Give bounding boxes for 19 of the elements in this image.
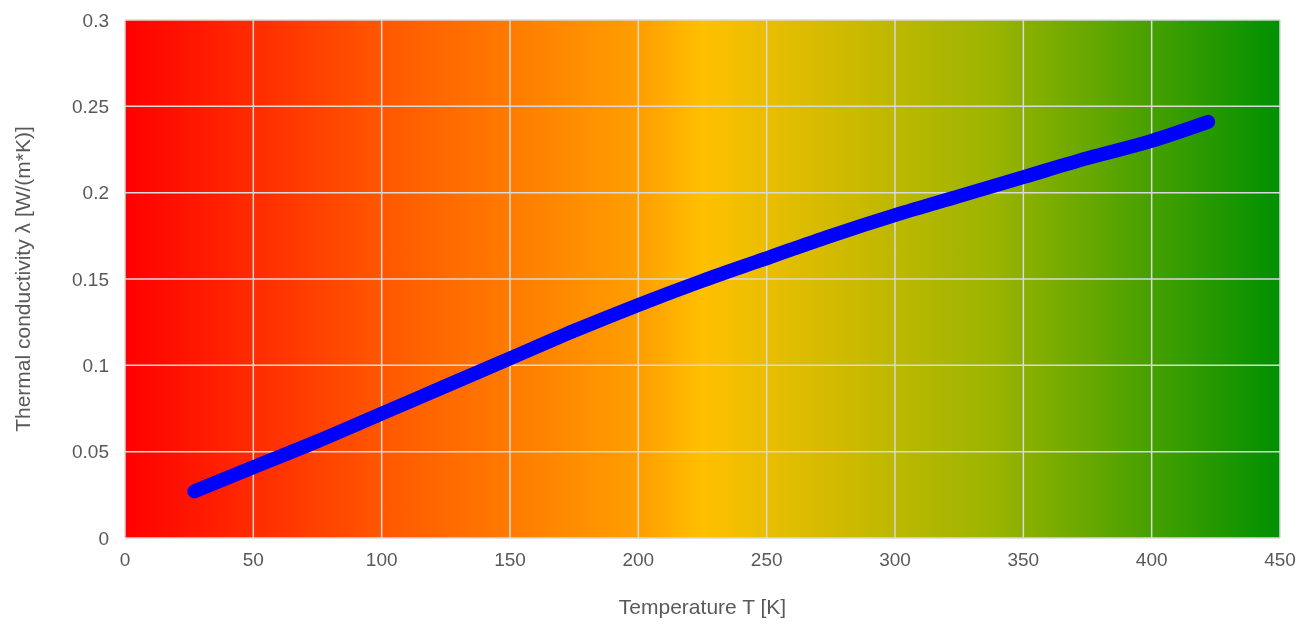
x-tick-label: 200 — [622, 549, 655, 570]
x-axis-title: Temperature T [K] — [618, 595, 787, 618]
y-tick-label: 0.2 — [82, 182, 109, 204]
y-tick-label: 0.15 — [72, 268, 109, 290]
x-tick-label: 50 — [242, 549, 264, 570]
x-tick-label: 400 — [1135, 549, 1168, 570]
x-tick-label: 300 — [879, 549, 911, 570]
x-tick-label: 250 — [750, 549, 783, 570]
y-axis-title: Thermal conductivity λ [W/(m*K)] — [11, 126, 34, 432]
x-tick-label: 350 — [1007, 549, 1040, 570]
x-tick-label: 450 — [1264, 549, 1296, 570]
y-tick-label: 0 — [98, 527, 109, 549]
x-tick-label: 150 — [494, 549, 526, 570]
y-tick-label: 0.3 — [82, 9, 109, 31]
y-tick-label: 0.1 — [82, 354, 109, 376]
x-tick-label: 100 — [365, 549, 398, 570]
x-tick-label: 0 — [119, 549, 131, 570]
y-tick-label: 0.05 — [72, 441, 109, 463]
y-tick-label: 0.25 — [72, 95, 109, 117]
